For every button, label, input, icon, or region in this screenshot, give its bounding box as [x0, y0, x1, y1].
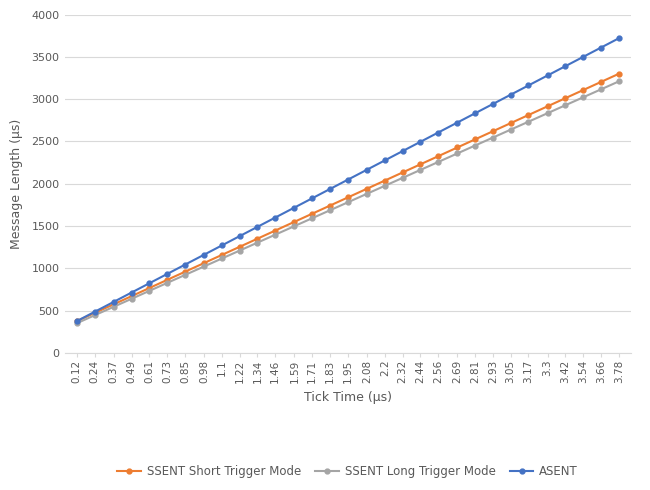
SSENT Short Trigger Mode	[254, 236, 261, 242]
Y-axis label: Message Length (μs): Message Length (μs)	[10, 119, 23, 249]
SSENT Long Trigger Mode	[181, 272, 188, 278]
SSENT Long Trigger Mode	[615, 78, 623, 84]
ASENT	[381, 157, 389, 163]
SSENT Short Trigger Mode	[73, 318, 81, 324]
SSENT Short Trigger Mode	[507, 120, 515, 126]
SSENT Short Trigger Mode	[381, 178, 389, 184]
ASENT	[344, 177, 352, 183]
SSENT Long Trigger Mode	[91, 312, 99, 318]
ASENT	[110, 299, 118, 305]
ASENT	[271, 215, 279, 220]
SSENT Short Trigger Mode	[127, 293, 135, 299]
SSENT Short Trigger Mode	[146, 285, 153, 291]
SSENT Short Trigger Mode	[291, 219, 298, 225]
ASENT	[163, 271, 171, 277]
ASENT	[308, 196, 316, 201]
ASENT	[73, 318, 81, 324]
SSENT Short Trigger Mode	[363, 186, 371, 192]
SSENT Short Trigger Mode	[562, 95, 569, 101]
SSENT Long Trigger Mode	[163, 280, 171, 286]
ASENT	[236, 233, 244, 239]
SSENT Long Trigger Mode	[381, 183, 389, 189]
SSENT Short Trigger Mode	[181, 269, 188, 275]
SSENT Long Trigger Mode	[363, 191, 371, 196]
SSENT Short Trigger Mode	[200, 260, 208, 266]
SSENT Long Trigger Mode	[454, 150, 462, 156]
ASENT	[127, 290, 135, 295]
ASENT	[363, 167, 371, 172]
SSENT Short Trigger Mode	[163, 277, 171, 283]
ASENT	[507, 92, 515, 98]
Line: ASENT: ASENT	[74, 36, 621, 323]
SSENT Long Trigger Mode	[562, 102, 569, 108]
SSENT Short Trigger Mode	[543, 103, 551, 109]
Line: SSENT Long Trigger Mode: SSENT Long Trigger Mode	[74, 79, 621, 326]
SSENT Long Trigger Mode	[507, 127, 515, 133]
ASENT	[326, 186, 334, 192]
ASENT	[543, 73, 551, 78]
SSENT Short Trigger Mode	[271, 228, 279, 234]
SSENT Long Trigger Mode	[525, 119, 532, 125]
SSENT Short Trigger Mode	[579, 87, 587, 93]
SSENT Long Trigger Mode	[110, 304, 118, 310]
SSENT Long Trigger Mode	[200, 264, 208, 270]
SSENT Short Trigger Mode	[489, 128, 497, 134]
ASENT	[291, 205, 298, 211]
ASENT	[562, 63, 569, 69]
SSENT Short Trigger Mode	[308, 211, 316, 217]
SSENT Short Trigger Mode	[236, 244, 244, 250]
SSENT Short Trigger Mode	[471, 136, 479, 142]
SSENT Short Trigger Mode	[454, 145, 462, 150]
ASENT	[417, 139, 424, 145]
SSENT Short Trigger Mode	[110, 301, 118, 307]
SSENT Long Trigger Mode	[597, 86, 604, 92]
SSENT Long Trigger Mode	[218, 256, 226, 262]
SSENT Long Trigger Mode	[271, 232, 279, 238]
SSENT Short Trigger Mode	[615, 71, 623, 77]
SSENT Long Trigger Mode	[471, 143, 479, 148]
ASENT	[579, 54, 587, 60]
SSENT Short Trigger Mode	[434, 153, 442, 159]
ASENT	[254, 224, 261, 230]
ASENT	[597, 45, 604, 50]
SSENT Long Trigger Mode	[254, 240, 261, 245]
X-axis label: Tick Time (μs): Tick Time (μs)	[304, 392, 392, 404]
SSENT Long Trigger Mode	[344, 199, 352, 205]
Legend: SSENT Short Trigger Mode, SSENT Long Trigger Mode, ASENT: SSENT Short Trigger Mode, SSENT Long Tri…	[112, 460, 583, 483]
SSENT Long Trigger Mode	[398, 175, 406, 181]
ASENT	[471, 110, 479, 116]
ASENT	[615, 35, 623, 41]
SSENT Long Trigger Mode	[236, 247, 244, 253]
ASENT	[525, 82, 532, 88]
Line: SSENT Short Trigger Mode: SSENT Short Trigger Mode	[74, 72, 621, 323]
ASENT	[146, 280, 153, 286]
SSENT Short Trigger Mode	[398, 170, 406, 175]
SSENT Long Trigger Mode	[417, 167, 424, 173]
SSENT Long Trigger Mode	[146, 288, 153, 294]
SSENT Short Trigger Mode	[218, 252, 226, 258]
SSENT Long Trigger Mode	[291, 223, 298, 229]
SSENT Short Trigger Mode	[326, 203, 334, 209]
SSENT Short Trigger Mode	[525, 112, 532, 118]
SSENT Short Trigger Mode	[597, 79, 604, 85]
SSENT Long Trigger Mode	[73, 320, 81, 326]
ASENT	[454, 120, 462, 125]
SSENT Long Trigger Mode	[127, 296, 135, 302]
ASENT	[181, 262, 188, 268]
SSENT Long Trigger Mode	[434, 159, 442, 165]
SSENT Short Trigger Mode	[91, 310, 99, 316]
SSENT Long Trigger Mode	[543, 110, 551, 116]
ASENT	[398, 148, 406, 154]
ASENT	[200, 252, 208, 258]
SSENT Short Trigger Mode	[344, 195, 352, 200]
SSENT Long Trigger Mode	[326, 207, 334, 213]
SSENT Long Trigger Mode	[579, 95, 587, 100]
ASENT	[218, 243, 226, 248]
SSENT Long Trigger Mode	[489, 135, 497, 141]
ASENT	[489, 101, 497, 107]
SSENT Long Trigger Mode	[308, 215, 316, 221]
SSENT Short Trigger Mode	[417, 161, 424, 167]
ASENT	[434, 130, 442, 136]
ASENT	[91, 309, 99, 315]
